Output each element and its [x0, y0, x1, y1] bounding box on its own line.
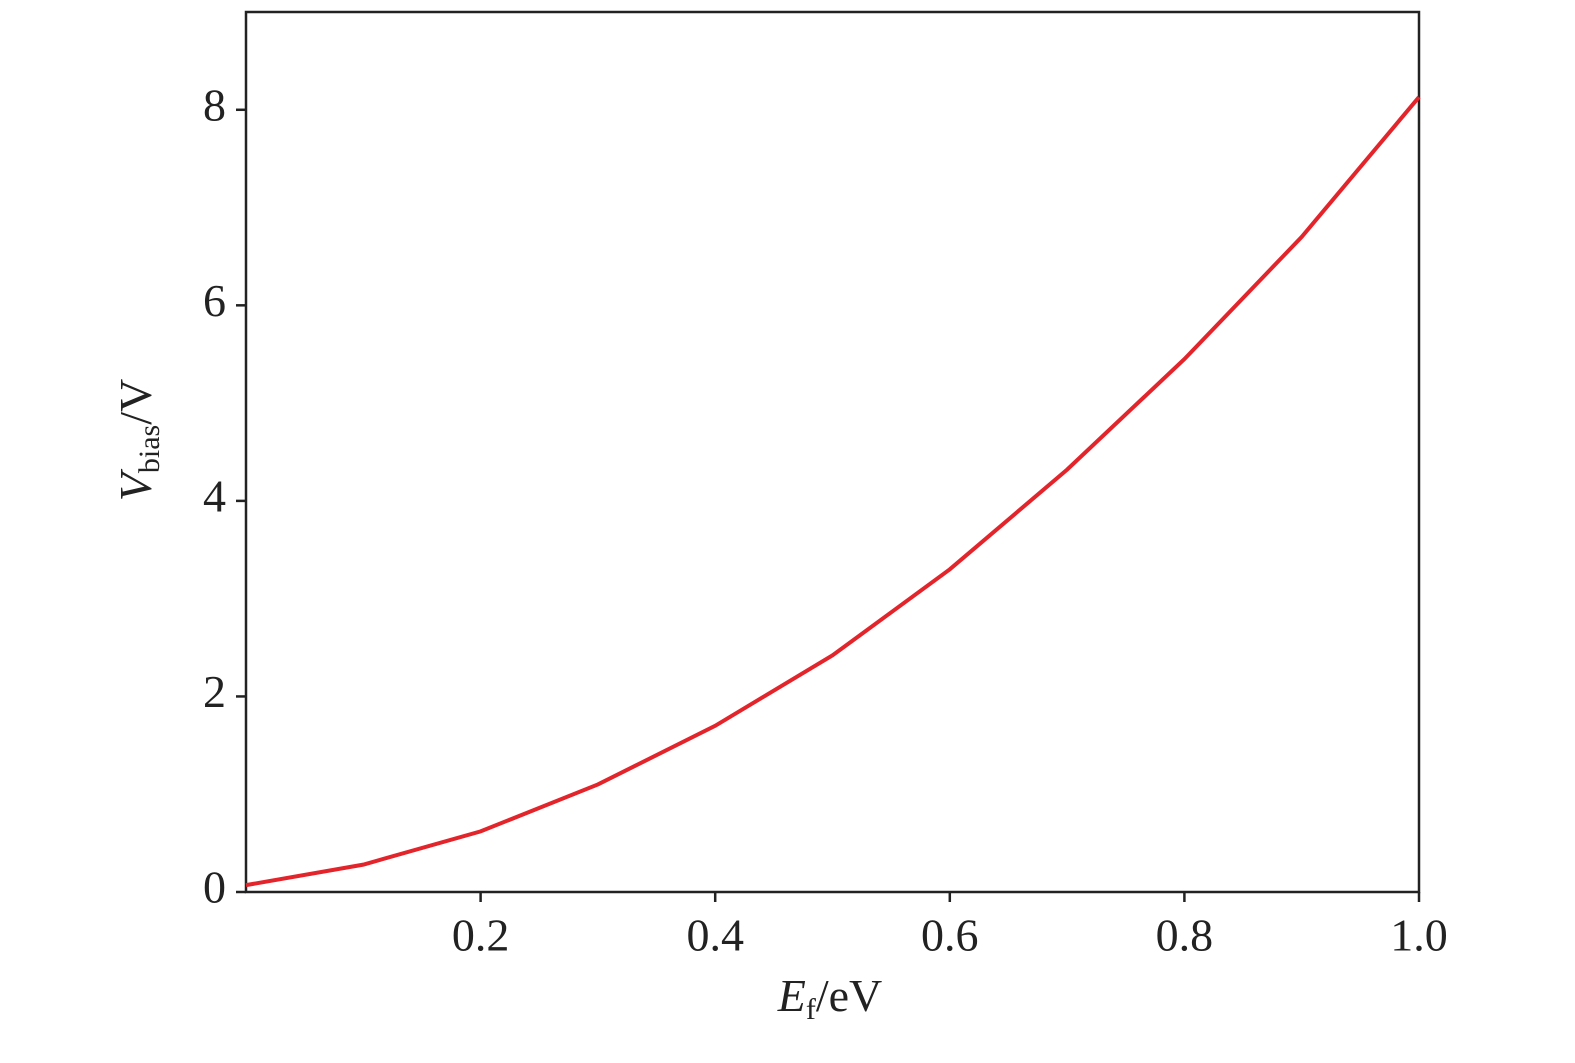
x-axis-label: Ef/eV — [777, 970, 883, 1026]
plot-frame — [244, 10, 1421, 894]
data-line — [245, 95, 1421, 888]
y-tick-label: 4 — [203, 470, 226, 521]
x-label-symbol: E — [777, 970, 806, 1021]
x-label-unit: /eV — [816, 970, 882, 1021]
y-tick-label: 0 — [203, 862, 226, 913]
x-tick-label: 0.2 — [452, 910, 510, 961]
y-tick-label: 6 — [203, 275, 226, 326]
y-axis-label: Vbias/V — [110, 379, 166, 501]
y-label-subscript: bias — [133, 425, 166, 473]
y-label-unit: /V — [110, 379, 161, 425]
x-tick-label: 0.6 — [921, 910, 979, 961]
x-label-subscript: f — [806, 993, 816, 1026]
y-tick-label: 2 — [203, 666, 226, 717]
x-tick-label: 1.0 — [1390, 910, 1448, 961]
y-tick-label: 8 — [203, 79, 226, 130]
y-label-symbol: V — [110, 468, 161, 501]
x-tick-label: 0.8 — [1156, 910, 1214, 961]
x-tick-label: 0.4 — [686, 910, 744, 961]
